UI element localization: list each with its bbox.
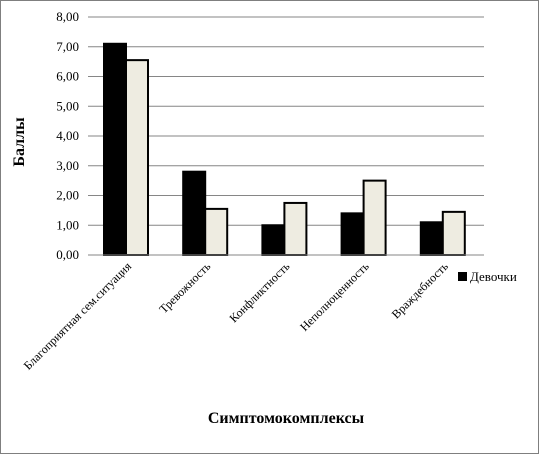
legend: Девочки	[458, 269, 517, 284]
y-tick-label: 5,00	[56, 98, 79, 113]
y-tick-label: 1,00	[56, 217, 79, 232]
category-labels: Благоприятная сем.ситуация Тревожность Кон…	[21, 259, 452, 373]
category-label: Неполноценность	[297, 259, 372, 334]
bar-series1	[261, 224, 286, 256]
y-tick-label: 3,00	[56, 158, 79, 173]
category-label: Благоприятная сем.ситуация	[21, 259, 135, 373]
x-axis-title: Симптомокомплексы	[208, 410, 365, 427]
bar-devochki	[283, 201, 308, 256]
bar-series1	[103, 42, 127, 257]
y-tick-label: 6,00	[56, 69, 79, 84]
legend-label: Девочки	[470, 269, 517, 284]
bar-devochki	[441, 210, 466, 257]
bar-series1	[419, 221, 444, 256]
y-tick-label: 8,00	[56, 9, 79, 24]
bar-series1	[182, 170, 207, 256]
grid-lines	[88, 16, 484, 226]
bar-devochki	[125, 59, 149, 257]
legend-swatch	[458, 272, 467, 281]
y-tick-labels: 0,00 1,00 2,00 3,00 4,00 5,00 6,00 7,00 8,00	[56, 9, 79, 262]
category-label: Тревожность	[156, 259, 213, 316]
bars	[103, 42, 466, 257]
y-tick-label: 0,00	[56, 247, 79, 262]
y-tick-label: 4,00	[56, 128, 79, 143]
y-tick-label: 7,00	[56, 39, 79, 54]
category-label: Конфликтность	[226, 259, 292, 325]
category-label: Враждебность	[389, 259, 452, 322]
y-axis-title: Баллы	[11, 117, 28, 167]
bar-devochki	[362, 179, 387, 256]
bar-devochki	[204, 207, 229, 256]
bar-series1	[340, 212, 365, 257]
y-tick-label: 2,00	[56, 188, 79, 203]
